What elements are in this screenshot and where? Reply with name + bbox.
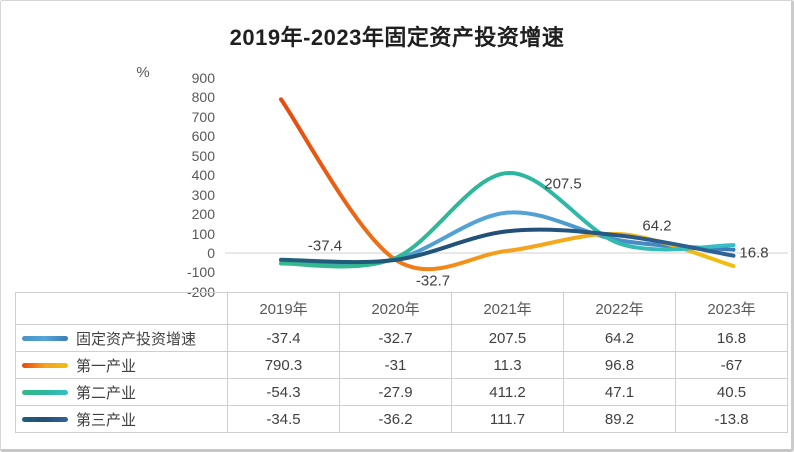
y-tick-label: 500 [191, 147, 215, 164]
y-tick-label: 600 [191, 128, 215, 145]
data-label: 64.2 [642, 217, 672, 235]
data-label: -37.4 [307, 237, 343, 255]
table-year-header: 2020年 [339, 292, 452, 325]
table-value-cell: 16.8 [675, 324, 788, 352]
y-tick-label: 400 [191, 167, 215, 184]
table-value-cell: -54.3 [227, 378, 340, 406]
legend-cell: 固定资产投资增速 [15, 324, 228, 352]
chart-data-table: 2019年 2020年 2021年 2022年 2023年 固定资产投资增速 -37.4-… [15, 292, 788, 433]
table-value-cell: -13.8 [675, 405, 788, 433]
table-row: 第一产业 790.3 -31 11.3 96.8 -67 [15, 351, 788, 379]
table-value-cell: -32.7 [339, 324, 452, 352]
series-name-label: 第一产业 [76, 357, 137, 375]
table-value-cell: 64.2 [563, 324, 676, 352]
table-value-cell: -34.5 [227, 405, 340, 433]
line-series-3 [279, 227, 736, 265]
y-tick-label: 0 [207, 245, 215, 261]
table-value-cell: -36.2 [339, 405, 452, 433]
table-year-header: 2023年 [675, 292, 788, 325]
y-tick-label: 200 [191, 206, 215, 223]
table-value-cell: 111.7 [451, 405, 564, 433]
legend-key-line-icon [22, 335, 68, 341]
series-name-label: 固定资产投资增速 [76, 330, 197, 348]
table-value-cell: 11.3 [451, 351, 564, 379]
table-value-cell: -37.4 [227, 324, 340, 352]
legend-key-line-icon [22, 362, 68, 368]
table-value-cell: 47.1 [563, 378, 676, 406]
series-name-label: 第二产业 [76, 384, 137, 402]
table-value-cell: 207.5 [451, 324, 564, 352]
legend-key-line-icon [22, 416, 68, 422]
table-row: 第二产业 -54.3 -27.9 411.2 47.1 40.5 [15, 378, 788, 406]
table-year-header: 2022年 [563, 292, 676, 325]
legend-key-line-icon [22, 389, 68, 395]
y-axis-unit-label: % [136, 64, 150, 81]
table-value-cell: -67 [675, 351, 788, 379]
line-series-2 [279, 171, 736, 269]
table-value-cell: 40.5 [675, 378, 788, 406]
table-value-cell: 89.2 [563, 405, 676, 433]
y-tick-label: 700 [191, 108, 215, 125]
table-row: 第三产业 -34.5 -36.2 111.7 89.2 -13.8 [15, 405, 788, 433]
series-name-label: 第三产业 [76, 411, 137, 429]
data-label: 16.8 [739, 244, 769, 262]
table-value-cell: 96.8 [563, 351, 676, 379]
table-value-cell: 411.2 [451, 378, 564, 406]
data-label: -32.7 [415, 272, 451, 290]
y-tick-label: 800 [191, 89, 215, 106]
legend-cell: 第一产业 [15, 351, 228, 379]
table-value-cell: -27.9 [339, 378, 452, 406]
table-year-header: 2021年 [451, 292, 564, 325]
table-row: 固定资产投资增速 -37.4 -32.7 207.5 64.2 16.8 [15, 324, 788, 352]
data-label: 207.5 [544, 175, 582, 193]
table-year-header: 2019年 [227, 292, 340, 325]
y-tick-label: 100 [191, 225, 215, 242]
y-tick-label: 900 [191, 70, 215, 86]
table-corner-cell [15, 292, 228, 325]
legend-cell: 第三产业 [15, 405, 228, 433]
table-value-cell: -31 [339, 351, 452, 379]
y-tick-label: 300 [191, 186, 215, 203]
chart-title: 2019年-2023年固定资产投资增速 [229, 25, 565, 50]
y-tick-label: -100 [186, 264, 215, 281]
table-value-cell: 790.3 [227, 351, 340, 379]
table-header-row: 2019年 2020年 2021年 2022年 2023年 [15, 292, 788, 325]
legend-cell: 第二产业 [15, 378, 228, 406]
